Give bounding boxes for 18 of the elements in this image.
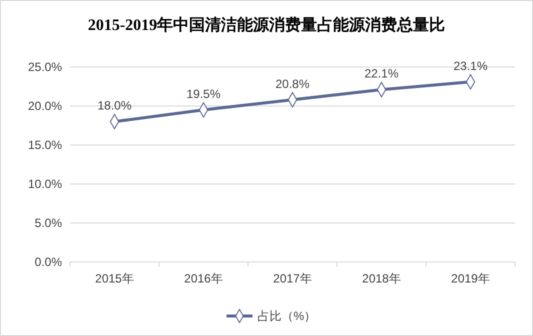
x-tick-label: 2019年 xyxy=(451,272,490,286)
legend-label: 占比（%） xyxy=(258,309,316,323)
data-label: 23.1% xyxy=(453,58,488,73)
data-label: 19.5% xyxy=(186,86,221,101)
y-tick-label: 15.0% xyxy=(28,138,62,152)
x-tick-label: 2017年 xyxy=(273,272,312,286)
y-tick-label: 10.0% xyxy=(28,176,62,191)
y-tick-label: 20.0% xyxy=(28,98,62,113)
data-label: 22.1% xyxy=(364,66,399,81)
x-tick-label: 2018年 xyxy=(362,272,401,286)
x-tick-label: 2015年 xyxy=(95,272,134,286)
y-tick-label: 0.0% xyxy=(34,254,62,269)
y-tick-label: 5.0% xyxy=(34,216,62,230)
y-tick-label: 25.0% xyxy=(28,60,62,74)
chart-title: 2015-2019年中国清洁能源消费量占能源消费总量比 xyxy=(88,16,446,34)
x-tick-label: 2016年 xyxy=(184,272,223,286)
data-label: 18.0% xyxy=(97,98,132,113)
data-label: 20.8% xyxy=(275,76,310,91)
